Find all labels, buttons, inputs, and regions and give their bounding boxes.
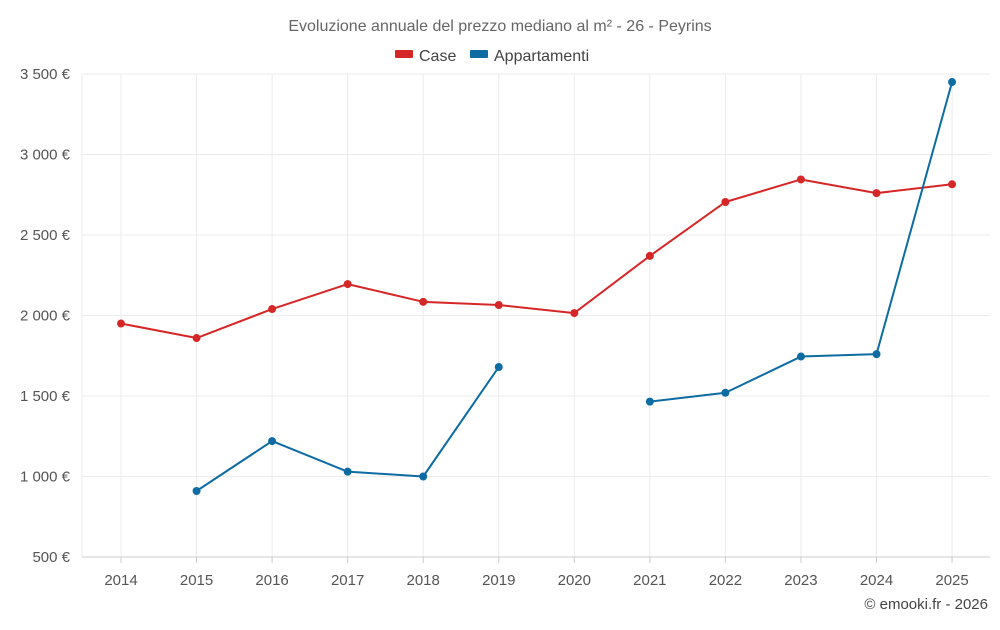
x-tick-label: 2017	[331, 572, 364, 589]
data-point-appartamenti[interactable]	[192, 486, 201, 495]
chart-title: Evoluzione annuale del prezzo mediano al…	[288, 18, 711, 35]
x-tick-label: 2022	[709, 572, 742, 589]
data-point-case[interactable]	[192, 334, 201, 343]
y-tick-label: 2 500 €	[20, 227, 71, 244]
x-tick-label: 2019	[482, 572, 515, 589]
data-point-case[interactable]	[268, 305, 277, 314]
series	[117, 78, 957, 495]
data-point-appartamenti[interactable]	[343, 467, 352, 476]
y-tick-label: 1 000 €	[20, 469, 71, 486]
legend-label-appartamenti[interactable]: Appartamenti	[494, 48, 589, 65]
data-point-appartamenti[interactable]	[268, 437, 277, 446]
legend-swatch-appartamenti	[470, 50, 488, 58]
y-tick-label: 3 500 €	[20, 66, 71, 83]
y-tick-label: 2 000 €	[20, 308, 71, 325]
data-point-case[interactable]	[645, 251, 654, 260]
x-tick-label: 2020	[558, 572, 591, 589]
data-point-case[interactable]	[343, 280, 352, 289]
grid	[81, 73, 990, 557]
x-tick-label: 2023	[784, 572, 817, 589]
series-appartamenti	[192, 78, 957, 495]
data-point-case[interactable]	[494, 301, 503, 310]
data-point-appartamenti[interactable]	[796, 352, 805, 361]
legend-swatch-case	[395, 50, 413, 58]
data-point-case[interactable]	[117, 319, 125, 328]
data-point-appartamenti[interactable]	[419, 472, 428, 481]
y-tick-label: 1 500 €	[20, 388, 71, 405]
data-point-case[interactable]	[419, 297, 428, 306]
data-point-case[interactable]	[948, 180, 957, 189]
x-tick-label: 2024	[860, 572, 893, 589]
data-point-case[interactable]	[872, 189, 881, 198]
chart-legend[interactable]: Case Appartamenti	[395, 48, 589, 65]
y-tick-label: 3 000 €	[20, 147, 71, 164]
data-point-appartamenti[interactable]	[948, 78, 957, 87]
x-tick-label: 2016	[255, 572, 288, 589]
data-point-appartamenti[interactable]	[872, 350, 881, 359]
data-point-case[interactable]	[721, 197, 730, 206]
series-case	[117, 175, 957, 343]
x-tick-label: 2021	[633, 572, 666, 589]
data-point-case[interactable]	[796, 175, 805, 184]
x-tick-label: 2014	[104, 572, 137, 589]
x-tick-label: 2025	[935, 572, 968, 589]
y-tick-label: 500 €	[32, 549, 70, 566]
axes: 500 € 1 000 € 1 500 € 2 000 € 2 500 € 3 000 €…	[20, 66, 990, 589]
data-point-appartamenti[interactable]	[645, 397, 654, 406]
series-line-case	[120, 178, 953, 340]
credit-text: © emooki.fr - 2026	[864, 596, 988, 613]
x-tick-label: 2018	[407, 572, 440, 589]
data-point-appartamenti[interactable]	[494, 363, 503, 372]
data-point-appartamenti[interactable]	[721, 388, 730, 397]
x-tick-label: 2015	[180, 572, 213, 589]
data-point-case[interactable]	[570, 309, 579, 318]
legend-label-case[interactable]: Case	[419, 48, 456, 65]
